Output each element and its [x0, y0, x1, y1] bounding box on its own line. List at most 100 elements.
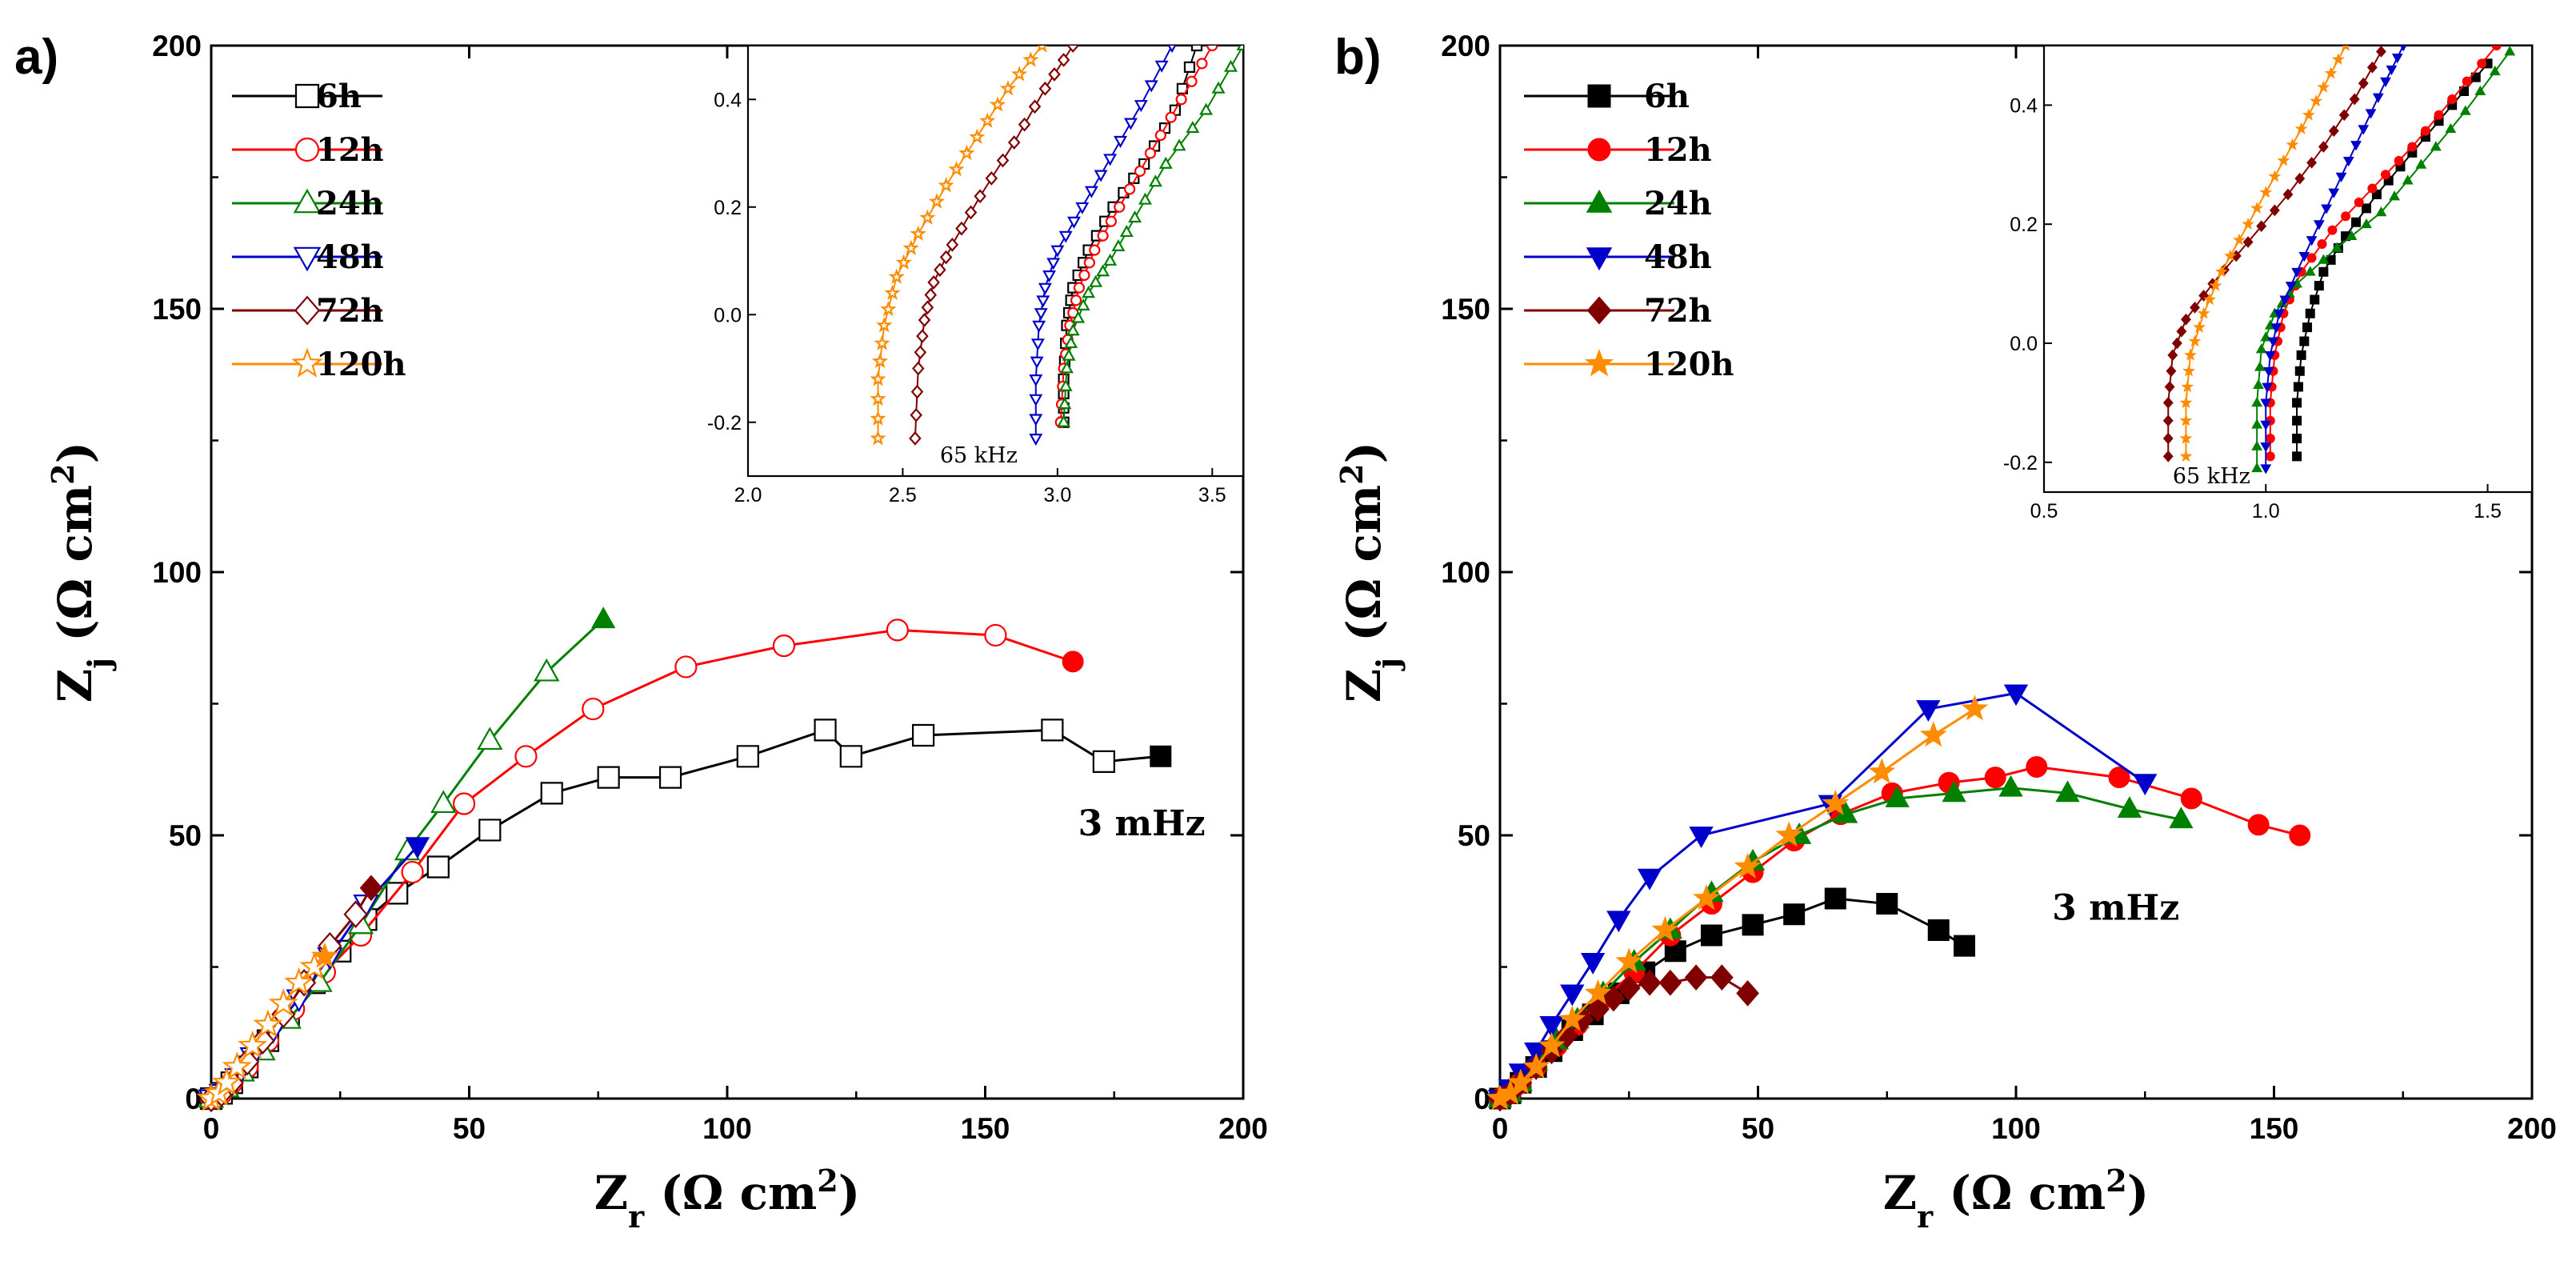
inset-y-tick-label: 0.2 [714, 197, 742, 219]
inset-data-point-24h [1062, 348, 1076, 361]
inset-data-point-24h [1211, 81, 1226, 94]
inset-data-point-6h [1183, 61, 1196, 73]
inset-data-point-6h [2293, 382, 2303, 392]
inset-data-point-12h [2317, 239, 2327, 249]
inset-data-point-72h [2366, 61, 2378, 74]
data-point-120h [211, 1067, 242, 1095]
inset-data-point-48h [2260, 420, 2272, 431]
inset-data-point-24h [2445, 122, 2457, 134]
inset-data-point-120h [2193, 320, 2206, 333]
legend-label: 48h [316, 238, 384, 276]
x-tick-label: 0 [1492, 1112, 1509, 1145]
data-point-12h [2026, 755, 2048, 778]
inset-data-point-72h [924, 287, 938, 302]
y-axis-label-main: Z [1337, 669, 1391, 703]
y-axis-label-sup: 2 [45, 463, 81, 484]
x-axis-label-unit: (Ω cm [1933, 1166, 2106, 1220]
data-point-72h [1684, 964, 1708, 991]
inset-data-point-72h [1066, 46, 1079, 53]
data-point-24h [591, 606, 616, 629]
x-axis-label-sup: 2 [817, 1163, 838, 1199]
inset-data-point-48h [2260, 398, 2272, 409]
inset-data-point-72h [2318, 141, 2329, 153]
inset-data-point-24h [2255, 343, 2267, 354]
data-point-6h [1041, 719, 1064, 742]
y-tick-label: 100 [152, 556, 202, 589]
data-point-6h [839, 745, 862, 768]
inset-data-point-120h [874, 334, 890, 350]
inset-data-point-72h [1018, 117, 1031, 132]
inset-data-point-48h [1029, 434, 1043, 446]
y-tick-label: 150 [1441, 293, 1490, 326]
inset-data-point-72h [974, 189, 986, 204]
frequency-annotation: 3 mHz [2052, 887, 2179, 928]
inset-data-point-72h [2162, 397, 2174, 409]
inset-data-point-24h [1064, 335, 1078, 349]
data-point-12h [2289, 824, 2311, 847]
inset-data-point-120h [2182, 364, 2196, 377]
inset-series-24h [2251, 46, 2516, 473]
inset-series-line-72h [2167, 50, 2382, 457]
inset-data-point-12h [1097, 230, 1109, 242]
legend-label: 12h [1644, 131, 1712, 169]
inset-data-point-48h [1029, 394, 1043, 406]
inset-data-point-24h [2415, 158, 2427, 169]
inset-plot: 0.5 1.0 1.5 -0.2 0.0 0.2 0.4 65 kHz [2003, 44, 2534, 522]
inset-data-point-120h [2203, 293, 2216, 306]
inset-data-point-120h [2184, 348, 2197, 361]
inset-data-point-48h [1084, 186, 1098, 198]
legend-item-12h: 12h [232, 131, 384, 169]
legend-marker [293, 246, 322, 272]
inset-series-line-120h [2185, 46, 2346, 457]
inset-data-point-48h [1036, 295, 1050, 308]
legend-item-48h: 48h [1524, 238, 1712, 276]
inset-data-point-6h [2310, 294, 2320, 305]
inset-data-point-24h [1076, 298, 1090, 310]
x-tick-label: 150 [961, 1112, 1010, 1145]
inset-data-point-48h [2400, 46, 2407, 52]
inset-data-point-72h [2376, 46, 2386, 58]
data-point-12h [582, 697, 605, 721]
legend-marker [1586, 189, 1613, 213]
inset-data-point-48h [1029, 374, 1043, 387]
inset-data-point-120h [888, 268, 905, 284]
x-axis-label-main: Z [594, 1166, 628, 1220]
inset-data-point-72h [918, 313, 931, 327]
inset-data-point-12h [2327, 225, 2338, 235]
data-point-12h [886, 618, 909, 642]
inset-data-point-24h [2375, 206, 2387, 217]
inset-data-point-12h [2265, 451, 2275, 462]
inset-data-point-24h [1138, 192, 1152, 205]
inset-data-point-48h [2372, 93, 2384, 103]
data-point-72h [250, 1027, 275, 1055]
inset-data-point-48h [1075, 202, 1090, 214]
inset-x-tick-label: 1.5 [2474, 500, 2502, 522]
inset-data-point-12h [1175, 94, 1187, 106]
data-point-72h [1602, 985, 1626, 1012]
inset-data-point-120h [2324, 66, 2338, 79]
inset-data-point-48h [1144, 80, 1158, 93]
inset-data-point-12h [2434, 110, 2444, 120]
inset-data-point-6h [2470, 72, 2481, 82]
inset-series-line-6h [2296, 62, 2489, 457]
inset-data-point-120h [2277, 154, 2290, 166]
inset-data-point-72h [2162, 414, 2174, 427]
inset-data-point-12h [1078, 269, 1090, 282]
inset-data-point-24h [1059, 361, 1074, 374]
series-6h [1489, 887, 1975, 1110]
data-point-72h [1658, 969, 1682, 996]
inset-data-point-24h [2361, 218, 2372, 229]
inset-data-point-120h [2302, 108, 2315, 121]
inset-data-point-72h [1028, 99, 1042, 114]
inset-data-point-24h [1089, 274, 1103, 287]
inset-data-point-48h [2391, 53, 2403, 64]
inset-data-point-72h [909, 431, 922, 446]
data-point-6h [658, 766, 682, 789]
inset-data-point-120h [948, 160, 965, 177]
inset-data-point-48h [1067, 216, 1081, 229]
x-tick-label: 200 [1218, 1112, 1268, 1145]
inset-data-point-24h [1096, 264, 1110, 277]
legend-marker [291, 347, 323, 378]
inset-data-point-120h [870, 410, 886, 426]
